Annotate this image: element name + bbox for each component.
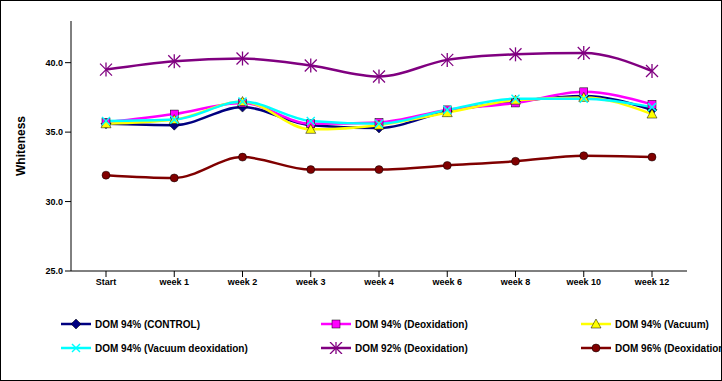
- svg-text:week 10: week 10: [565, 277, 601, 287]
- svg-text:week 3: week 3: [295, 277, 326, 287]
- svg-text:week 4: week 4: [363, 277, 394, 287]
- svg-text:40.0: 40.0: [45, 58, 63, 68]
- svg-text:week 6: week 6: [431, 277, 462, 287]
- svg-text:week 8: week 8: [500, 277, 531, 287]
- svg-text:Whiteness: Whiteness: [14, 116, 28, 176]
- svg-text:Start: Start: [96, 277, 117, 287]
- svg-text:25.0: 25.0: [45, 266, 63, 276]
- svg-text:30.0: 30.0: [45, 197, 63, 207]
- svg-text:week 12: week 12: [634, 277, 670, 287]
- html-text:DOM 94% (CONTROL): DOM 94% (CONTROL): [95, 318, 200, 330]
- html-text:DOM 94% (Vacuum deoxidation): DOM 94% (Vacuum deoxidation): [95, 342, 248, 354]
- html-text:DOM 94% (Vacuum): DOM 94% (Vacuum): [615, 318, 709, 330]
- svg-text:35.0: 35.0: [45, 127, 63, 137]
- html-text:DOM 94% (Deoxidation): DOM 94% (Deoxidation): [355, 318, 468, 330]
- svg-text:week 2: week 2: [227, 277, 258, 287]
- html-text:DOM 92% (Deoxidation): DOM 92% (Deoxidation): [355, 342, 468, 354]
- svg-text:week 1: week 1: [158, 277, 189, 287]
